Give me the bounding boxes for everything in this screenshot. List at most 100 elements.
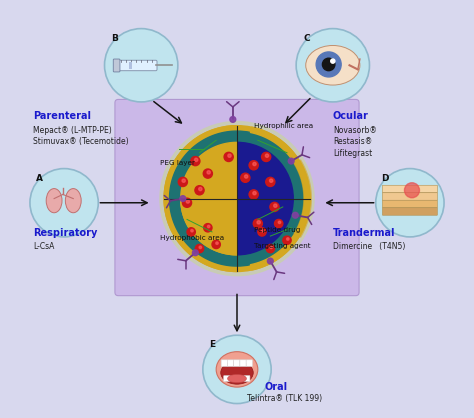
- Circle shape: [216, 242, 218, 245]
- Ellipse shape: [228, 375, 246, 383]
- Circle shape: [270, 179, 273, 182]
- Text: Trandermal: Trandermal: [333, 228, 395, 238]
- FancyBboxPatch shape: [383, 185, 438, 193]
- Ellipse shape: [65, 189, 81, 213]
- Circle shape: [191, 229, 193, 232]
- FancyBboxPatch shape: [240, 360, 246, 367]
- Circle shape: [186, 200, 190, 203]
- Circle shape: [253, 219, 263, 228]
- Circle shape: [30, 168, 98, 237]
- Polygon shape: [250, 127, 310, 270]
- Circle shape: [262, 229, 264, 232]
- Circle shape: [203, 169, 212, 178]
- Text: Dimercine   (T4N5): Dimercine (T4N5): [333, 242, 405, 251]
- Circle shape: [265, 154, 269, 157]
- Circle shape: [194, 158, 198, 161]
- Circle shape: [192, 250, 198, 256]
- Circle shape: [278, 221, 281, 224]
- Text: PEG layer: PEG layer: [160, 160, 195, 166]
- Circle shape: [287, 238, 289, 240]
- Circle shape: [182, 179, 185, 182]
- Circle shape: [253, 191, 256, 195]
- Circle shape: [195, 245, 204, 253]
- Circle shape: [207, 171, 210, 174]
- Text: Novasorb®: Novasorb®: [333, 126, 377, 135]
- Circle shape: [257, 221, 260, 224]
- Circle shape: [292, 212, 298, 218]
- Circle shape: [253, 162, 256, 166]
- Circle shape: [322, 58, 335, 71]
- Circle shape: [105, 28, 178, 102]
- Circle shape: [187, 228, 195, 236]
- Text: Telintra® (TLK 199): Telintra® (TLK 199): [247, 395, 322, 403]
- FancyBboxPatch shape: [129, 62, 132, 69]
- Text: Stimuvax® (Tecemotide): Stimuvax® (Tecemotide): [33, 138, 128, 146]
- FancyBboxPatch shape: [230, 376, 237, 382]
- FancyBboxPatch shape: [383, 208, 438, 215]
- Circle shape: [195, 186, 204, 195]
- Circle shape: [267, 258, 273, 264]
- Text: A: A: [36, 173, 43, 183]
- Ellipse shape: [221, 361, 253, 384]
- FancyBboxPatch shape: [246, 360, 253, 367]
- Circle shape: [274, 219, 283, 228]
- Circle shape: [376, 168, 444, 237]
- Text: Lifitegrast: Lifitegrast: [333, 149, 372, 158]
- Circle shape: [204, 224, 212, 232]
- Circle shape: [404, 183, 419, 198]
- Ellipse shape: [216, 352, 258, 387]
- FancyBboxPatch shape: [115, 99, 359, 296]
- Circle shape: [164, 126, 310, 272]
- Circle shape: [262, 152, 271, 161]
- Text: E: E: [210, 340, 216, 349]
- Circle shape: [191, 156, 200, 166]
- Circle shape: [331, 59, 335, 63]
- Circle shape: [245, 175, 248, 178]
- Circle shape: [182, 198, 191, 207]
- Circle shape: [180, 196, 186, 201]
- Ellipse shape: [46, 189, 62, 213]
- Circle shape: [228, 154, 231, 157]
- Text: Oral: Oral: [264, 382, 287, 392]
- Circle shape: [249, 161, 258, 170]
- Text: Hydrophilic area: Hydrophilic area: [254, 122, 313, 129]
- Circle shape: [170, 131, 304, 266]
- Polygon shape: [164, 126, 237, 272]
- Text: Respiratory: Respiratory: [33, 228, 97, 238]
- FancyBboxPatch shape: [234, 360, 240, 367]
- Text: Mepact® (L-MTP-PE): Mepact® (L-MTP-PE): [33, 126, 111, 135]
- Circle shape: [288, 158, 294, 164]
- Circle shape: [273, 204, 277, 207]
- Text: Parenteral: Parenteral: [33, 111, 91, 121]
- FancyBboxPatch shape: [113, 59, 120, 72]
- Polygon shape: [181, 199, 237, 255]
- Circle shape: [266, 245, 274, 253]
- Text: Ocular: Ocular: [333, 111, 369, 121]
- Circle shape: [178, 177, 187, 186]
- Circle shape: [241, 173, 250, 182]
- Circle shape: [199, 187, 202, 191]
- Text: B: B: [111, 34, 118, 43]
- Text: Hydrophobic area: Hydrophobic area: [160, 235, 224, 241]
- FancyBboxPatch shape: [383, 193, 438, 200]
- Circle shape: [160, 122, 314, 275]
- Ellipse shape: [306, 46, 360, 85]
- Circle shape: [212, 240, 220, 249]
- Circle shape: [270, 246, 273, 249]
- Circle shape: [181, 143, 293, 255]
- Text: Restasis®: Restasis®: [333, 138, 372, 146]
- Polygon shape: [181, 143, 237, 255]
- Text: C: C: [303, 34, 310, 43]
- Circle shape: [224, 152, 233, 161]
- Circle shape: [270, 202, 279, 212]
- Text: L-CsA: L-CsA: [33, 242, 54, 251]
- Circle shape: [316, 52, 341, 77]
- Circle shape: [266, 177, 275, 186]
- Text: D: D: [382, 173, 389, 183]
- Circle shape: [208, 225, 210, 228]
- Circle shape: [203, 335, 271, 403]
- FancyBboxPatch shape: [221, 360, 228, 367]
- Circle shape: [230, 117, 236, 122]
- FancyBboxPatch shape: [244, 376, 250, 382]
- FancyBboxPatch shape: [224, 376, 230, 382]
